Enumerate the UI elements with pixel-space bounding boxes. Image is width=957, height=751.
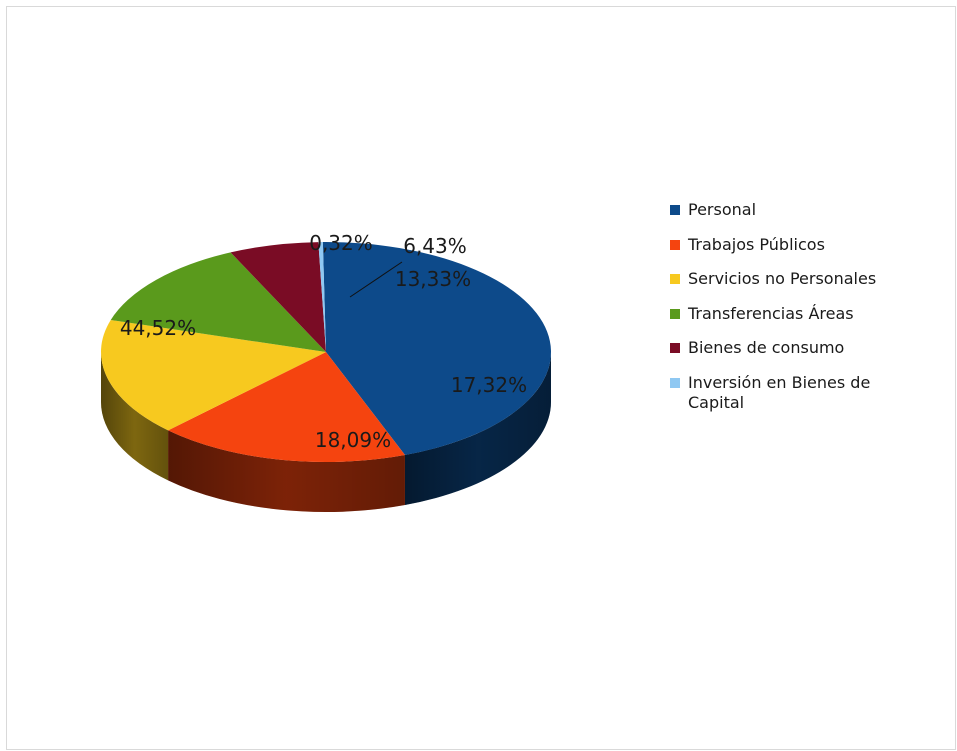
legend-item: Personal [668,200,908,220]
slice-side-shade-1 [404,352,551,506]
pie-slices [100,242,551,462]
chart-area [6,6,956,750]
legend-item: Bienes de consumo [668,338,908,358]
slice-side-shade-2 [168,430,405,512]
pie-slice-6 [318,242,326,352]
data-label-5: 6,43% [403,234,467,258]
legend-label: Transferencias Áreas [688,303,854,323]
legend-swatch [670,274,680,285]
data-label-3: 17,32% [451,373,527,397]
pie-slice-3 [100,319,326,431]
pie-side-walls [101,352,551,512]
legend-label: Personal [688,200,757,219]
legend-item: Transferencias Áreas [668,304,908,324]
data-label-4: 13,33% [395,267,471,291]
legend-item: Inversión en Bienes de Capital [668,373,908,413]
legend-swatch [670,377,680,388]
pie-slice-5 [230,242,326,352]
legend-label: Servicios no Personales [688,269,877,289]
data-label-6: 0,32% [309,231,373,255]
legend-swatch [670,205,680,215]
slice-side-shade-3 [101,352,169,481]
legend-swatch [670,239,680,250]
leader-line [349,261,403,298]
legend-label: Bienes de consumo [688,338,845,358]
pie-slice-2 [168,352,405,462]
legend-label: Inversión en Bienes de Capital [688,372,871,412]
pie-slice-4 [110,252,326,352]
legend-item: Servicios no Personales [668,269,908,289]
pie-slice-1 [322,242,551,456]
legend-swatch [670,343,680,354]
legend-item: Trabajos Públicos [668,235,908,255]
data-label-1: 44,52% [120,316,196,340]
data-label-2: 18,09% [315,428,391,452]
legend-swatch [670,308,680,319]
legend-label: Trabajos Públicos [688,234,825,254]
legend: Personal Trabajos Públicos Servicios no Pe… [668,200,908,428]
data-labels: 44,52% 18,09% 17,32% 13,33% 6,43% 0,32% [120,231,527,452]
